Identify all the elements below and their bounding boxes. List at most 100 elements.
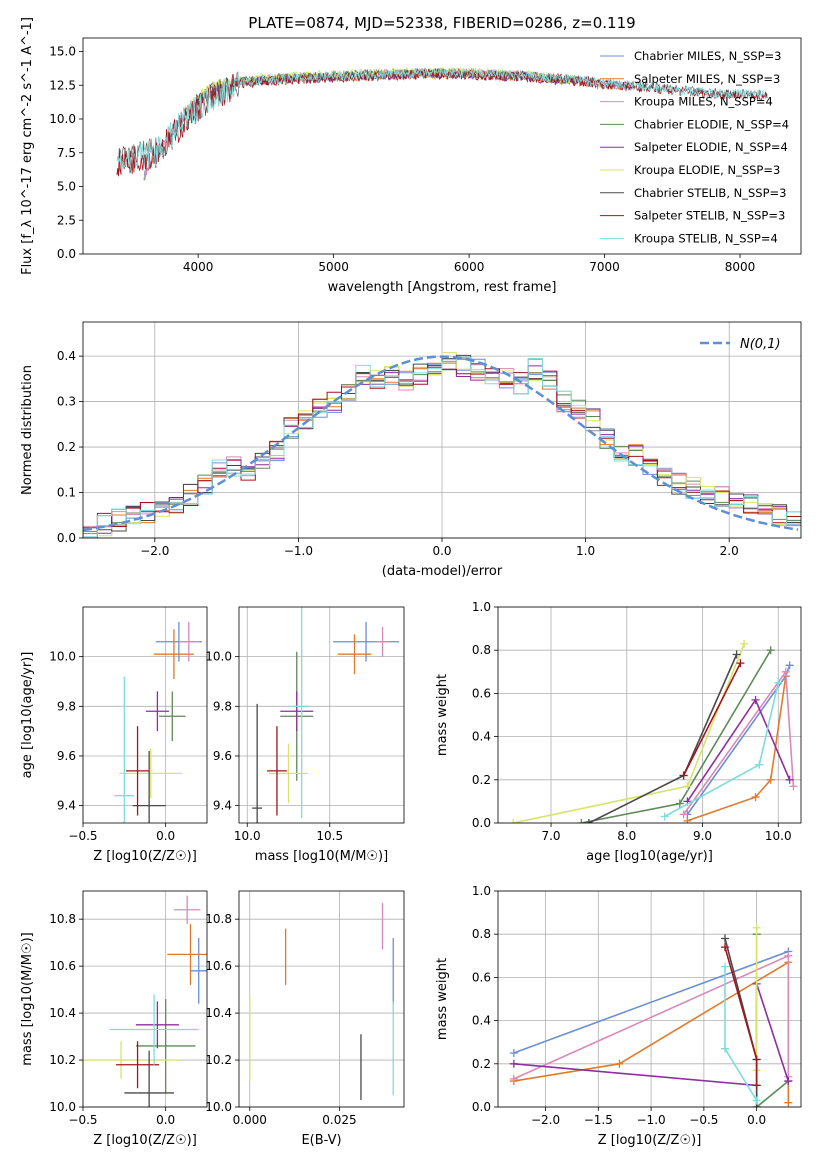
mass-weight-marker: [615, 1059, 624, 1068]
x-tick-label: −1.0: [284, 544, 313, 558]
plot-area: [252, 607, 400, 823]
mass-weight-line: [687, 675, 787, 822]
mass-weight-marker: [509, 1049, 518, 1057]
y-tick-label: 10.0: [205, 650, 232, 664]
x-tick-label: 4000: [183, 260, 214, 274]
y-tick-label: 0.6: [472, 970, 491, 984]
x-tick-label: 10.0: [234, 829, 261, 843]
mass-weight-marker: [766, 775, 775, 784]
mass-weight-marker: [679, 771, 688, 780]
y-tick-label: 9.6: [57, 749, 76, 763]
y-tick-label: 10.0: [49, 112, 76, 126]
mass-weight-marker: [720, 934, 729, 943]
mass-weight-marker: [785, 775, 794, 784]
x-tick-label: 7.0: [541, 829, 560, 843]
x-tick-label: 10.0: [765, 829, 792, 843]
mass-weight-marker: [509, 819, 518, 823]
y-tick-label: 10.2: [49, 1053, 76, 1067]
x-tick-label: 2.0: [720, 544, 739, 558]
mass-weight-marker: [675, 799, 684, 808]
mass-weight-marker: [720, 943, 729, 952]
mass-weight-line: [512, 643, 745, 823]
x-axis-label: mass [log10(M/M☉)]: [255, 849, 388, 864]
mass-weight-vs-age-panel: 7.0 8.0 9.0 10.0 0.0 0.2 0.4 0.6 0.8 1.0 age [log1…: [435, 600, 802, 864]
mass-weight-line: [682, 662, 742, 776]
legend-label: Kroupa STELIB, N_SSP=4: [634, 231, 778, 245]
plot-area: [116, 66, 768, 181]
mass-weight-marker: [509, 1059, 518, 1068]
mass-weight-marker: [736, 659, 745, 668]
x-tick-label: 0.025: [322, 1113, 356, 1127]
y-tick-label: 9.8: [57, 699, 76, 713]
x-tick-label: 6000: [454, 260, 485, 274]
legend-label: Chabrier MILES, N_SSP=3: [634, 49, 781, 63]
mass-weight-marker: [752, 923, 761, 932]
grid: [498, 890, 801, 1108]
plot-area: [249, 902, 394, 1100]
x-tick-label: −0.5: [68, 1113, 97, 1127]
mass-weight-marker: [720, 1044, 729, 1053]
y-tick-label: 9.6: [213, 749, 232, 763]
mass-weight-marker: [660, 812, 669, 821]
axes: 0.000 0.025 10.0 10.2 10.4 10.6 10.8 E(B-V): [205, 890, 405, 1148]
y-tick-label: 0.4: [57, 349, 76, 363]
x-tick-label: −1.0: [637, 1113, 666, 1127]
y-tick-label: 2.5: [57, 213, 76, 227]
grid: [239, 607, 404, 823]
legend-label: Salpeter MILES, N_SSP=3: [634, 72, 780, 86]
x-tick-label: −0.5: [68, 829, 97, 843]
axes-frame: [82, 890, 208, 1108]
mass-weight-marker: [509, 1074, 518, 1083]
mass-vs-reddening-panel: 0.000 0.025 10.0 10.2 10.4 10.6 10.8 E(B-V): [205, 890, 405, 1148]
legend-label: Kroupa MILES, N_SSP=4: [634, 95, 773, 109]
x-axis-label: Z [log10(Z/Z☉)]: [598, 1133, 702, 1148]
y-tick-label: 15.0: [49, 45, 76, 59]
y-tick-label: 0.0: [472, 816, 491, 830]
axes: −2.0 −1.5 −1.0 −0.5 0.0 0.0 0.2 0.4 0.6 0.8 1.0 Z […: [435, 884, 802, 1148]
mass-weight-marker: [784, 1098, 793, 1107]
y-tick-label: 0.4: [472, 730, 491, 744]
y-tick-label: 10.8: [49, 912, 76, 926]
mass-vs-metallicity-panel: −0.5 0.0 10.0 10.2 10.4 10.6 10.8 Z [log10(Z/Z☉…: [20, 890, 208, 1148]
mass-weight-line: [724, 946, 758, 1086]
spectrum-panel: 4000 5000 6000 7000 8000 0.0 2.5 5.0 7.5 10.0 12.5…: [20, 17, 802, 295]
normal-curve: [83, 355, 799, 532]
x-tick-label: 7000: [589, 260, 620, 274]
y-axis-label: age [log10(age/yr)]: [20, 652, 35, 779]
axes: 4000 5000 6000 7000 8000 0.0 2.5 5.0 7.5 10.0 12.5…: [20, 17, 802, 295]
mass-weight-marker: [752, 1055, 761, 1064]
y-tick-label: 5.0: [57, 180, 76, 194]
x-tick-label: 0.0: [156, 829, 175, 843]
mass-weight-marker: [577, 819, 586, 823]
axes-frame: [82, 37, 802, 255]
x-axis-label: (data-model)/error: [382, 564, 503, 579]
figure-title: PLATE=0874, MJD=52338, FIBERID=0286, z=0…: [248, 14, 635, 32]
x-tick-label: 8000: [725, 260, 756, 274]
x-tick-label: 0.0: [747, 1113, 766, 1127]
mass-weight-marker: [751, 793, 760, 802]
y-tick-label: 1.0: [472, 884, 491, 898]
mass-weight-marker: [781, 667, 790, 676]
y-tick-label: 10.6: [49, 959, 76, 973]
mass-weight-marker: [584, 819, 593, 823]
y-tick-label: 0.0: [57, 531, 76, 545]
mass-weight-marker: [732, 650, 741, 659]
spectrum-series-line: [116, 68, 768, 176]
y-tick-label: 0.4: [472, 1014, 491, 1028]
legend-label: Chabrier STELIB, N_SSP=3: [634, 186, 786, 200]
mass-weight-marker: [740, 639, 749, 648]
legend-label: N(0,1): [740, 337, 781, 352]
x-tick-label: 9.0: [693, 829, 712, 843]
x-tick-label: 5000: [318, 260, 349, 274]
y-tick-label: 0.2: [472, 1057, 491, 1071]
plot-area: [509, 639, 798, 823]
y-axis-label: Normed distribution: [20, 365, 35, 495]
mass-weight-marker: [679, 810, 688, 819]
y-tick-label: 0.6: [472, 686, 491, 700]
y-tick-label: 10.4: [205, 1006, 232, 1020]
age-vs-mass-panel: 10.0 10.5 9.4 9.6 9.8 10.0 mass [log10(M/M☉)]: [205, 606, 405, 864]
y-tick-label: 10.0: [205, 1100, 232, 1114]
y-tick-label: 10.8: [205, 912, 232, 926]
y-tick-label: 10.0: [49, 650, 76, 664]
x-tick-label: 0.0: [156, 1113, 175, 1127]
